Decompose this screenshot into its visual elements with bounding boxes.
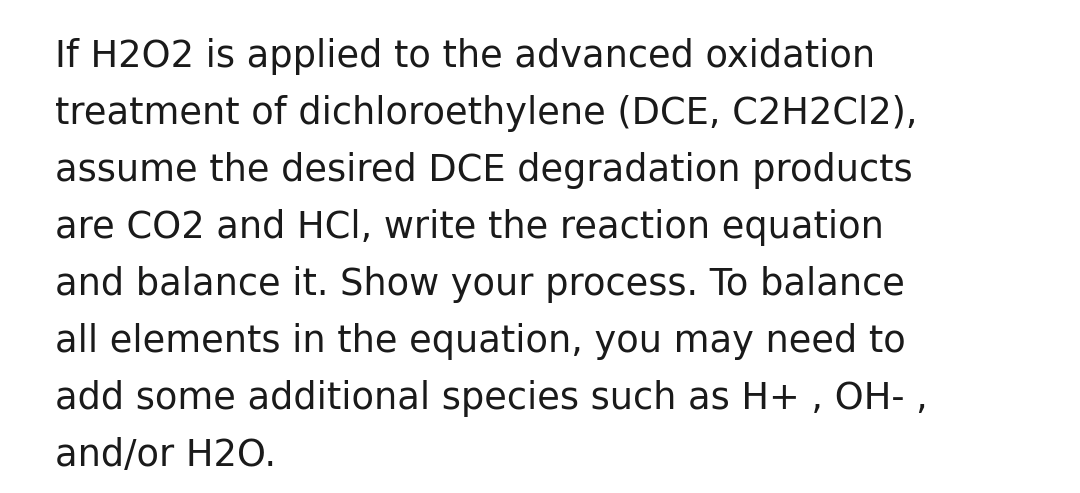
Text: and balance it. Show your process. To balance: and balance it. Show your process. To ba…	[55, 266, 905, 303]
Text: and/or H2O.: and/or H2O.	[55, 437, 276, 474]
Text: are CO2 and HCl, write the reaction equation: are CO2 and HCl, write the reaction equa…	[55, 209, 883, 246]
Text: treatment of dichloroethylene (DCE, C2H2Cl2),: treatment of dichloroethylene (DCE, C2H2…	[55, 95, 918, 132]
Text: assume the desired DCE degradation products: assume the desired DCE degradation produ…	[55, 152, 913, 189]
Text: If H2O2 is applied to the advanced oxidation: If H2O2 is applied to the advanced oxida…	[55, 38, 875, 75]
Text: add some additional species such as H+ , OH- ,: add some additional species such as H+ ,…	[55, 380, 928, 417]
Text: all elements in the equation, you may need to: all elements in the equation, you may ne…	[55, 323, 906, 360]
